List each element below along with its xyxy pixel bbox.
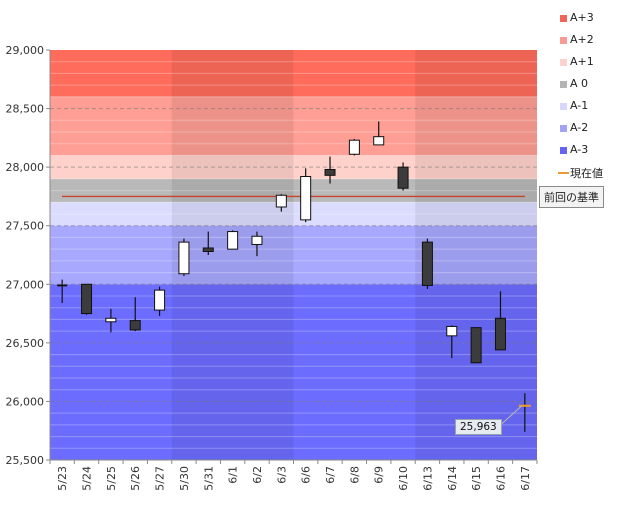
x-tick-label: 6/15 [470,466,483,491]
x-tick-label: 5/27 [154,466,167,491]
x-tick-label: 6/3 [275,466,288,484]
x-tick-label: 6/1 [227,466,240,484]
legend-label: A+2 [570,33,594,46]
legend-label: A+1 [570,55,594,68]
legend-line-swatch [558,172,569,174]
y-tick-label: 26,500 [6,337,45,350]
x-tick-label: 6/2 [251,466,264,484]
band-aminus1 [50,202,537,226]
x-tick-label: 6/8 [348,466,361,484]
candle-body-down [324,168,336,176]
week-shade-3 [415,50,537,460]
y-tick-label: 25,500 [6,454,45,467]
x-tick-label: 6/14 [446,466,459,491]
candle-body-up [446,325,458,337]
candle-body-up [105,317,117,323]
legend-label: A 0 [570,77,589,90]
legend-item: A+1 [558,54,620,76]
legend-label: A-2 [570,121,589,134]
legend-swatch [560,59,567,66]
candle-body-up [373,136,385,146]
band-aminus2 [50,225,537,285]
candle-body-down [421,241,433,286]
legend-item: A-2 [558,120,620,142]
legend-swatch [560,103,567,110]
candle-body-up [251,235,263,245]
x-tick-label: 5/25 [105,466,118,491]
legend-item: A-1 [558,98,620,120]
y-tick-label: 26,000 [6,395,45,408]
legend-label: A+3 [570,11,594,24]
y-tick-label: 28,000 [6,161,45,174]
x-tick-label: 6/16 [494,466,507,491]
x-tick-label: 6/17 [519,466,532,491]
x-tick-label: 6/7 [324,466,337,484]
legend-swatch [560,125,567,132]
band-aplus1 [50,155,537,179]
x-tick-label: 6/9 [373,466,386,484]
legend-swatch [560,37,567,44]
last-value-badge: 25,963 [455,419,502,435]
legend-item: A-3 [558,142,620,164]
band-aplus2 [50,96,537,156]
x-tick-label: 6/6 [300,466,313,484]
chart-legend: A+3 A+2 A+1 A 0 A-1 A-2 A-3 現在値 [558,10,620,186]
legend-label: 現在値 [570,167,603,180]
candle-body-down [129,320,141,331]
candle-body-down [202,247,214,252]
candle-body-down [81,283,93,315]
candle-body-up [348,139,360,155]
x-tick-label: 5/31 [202,466,215,491]
x-tick-label: 5/26 [129,466,142,491]
y-tick-label: 29,000 [6,44,45,57]
legend-swatch [560,15,567,22]
legend-swatch [560,147,567,154]
candle-body-down [494,317,506,351]
candle-body-up [178,241,190,275]
reference-line-label: 前回の基準 [539,186,604,208]
candle-body-up [300,176,312,221]
legend-swatch [560,81,567,88]
x-tick-label: 5/23 [56,466,69,491]
legend-label: A-3 [570,143,589,156]
x-tick-label: 5/30 [178,466,191,491]
y-tick-label: 28,500 [6,103,45,116]
legend-label: A-1 [570,99,589,112]
candle-body-up [275,194,287,208]
x-tick-label: 6/10 [397,466,410,491]
band-aplus3 [50,50,537,97]
legend-item: A+2 [558,32,620,54]
week-shade-1 [171,50,294,460]
x-tick-label: 5/24 [81,466,94,491]
x-tick-label: 6/13 [421,466,434,491]
legend-item: 現在値 [558,164,620,186]
y-tick-label: 27,000 [6,278,45,291]
legend-item: A+3 [558,10,620,32]
candle-body-down [397,166,409,189]
candle-body-up [154,289,166,311]
y-tick-label: 27,500 [6,220,45,233]
candle-body-up [227,231,239,250]
candle-body-down [470,327,482,364]
legend-item: A 0 [558,76,620,98]
